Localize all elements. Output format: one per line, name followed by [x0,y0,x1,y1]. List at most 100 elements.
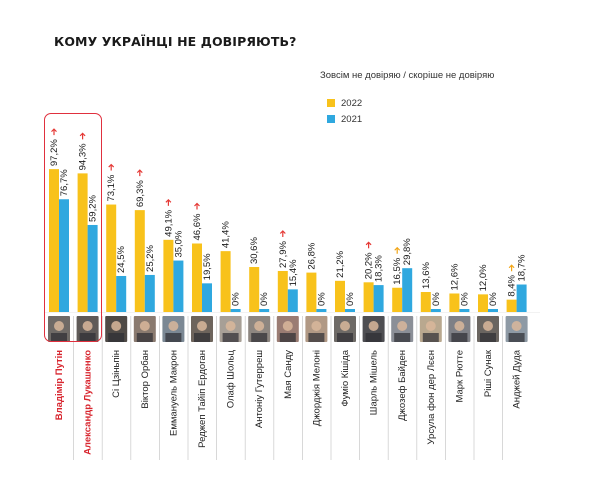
value-label-2021: 18,7% [517,254,528,281]
decrease-arrow-icon [394,246,401,251]
bar-2022 [420,292,431,312]
bar-2022 [506,299,517,312]
bar-2021 [516,284,527,312]
increase-arrow-icon [79,132,86,137]
portrait-face-icon [282,321,293,331]
bar-2022 [478,294,488,312]
portrait-body-icon [108,333,125,342]
portrait-face-icon [340,321,350,331]
value-label-2022: 13,6% [421,262,432,289]
bar-2022 [335,280,345,312]
value-label-2022: 94,3% [78,143,89,170]
portrait-face-icon [254,321,265,331]
portrait-face-icon [368,321,379,331]
bar-2022 [49,169,59,312]
page-title: КОМУ УКРАЇНЦІ НЕ ДОВІРЯЮТЬ? [54,34,297,49]
value-label-2021: 29,8% [402,238,413,265]
value-label-2022: 27,9% [278,240,289,267]
value-label-2021: 15,4% [288,259,299,286]
person-name: Мая Санду [283,350,294,399]
person-name: Фуміо Кішіда [340,349,351,406]
legend-title: Зовсім не довіряю / скоріше не довіряю [320,70,495,81]
portrait-body-icon [308,333,325,342]
portrait-body-icon [222,333,239,342]
person-name: Еммануель Макрон [168,350,179,436]
portrait-face-icon [139,321,150,331]
legend-swatch-2021 [327,115,335,123]
value-label-2021: 25,2% [145,244,156,271]
portrait-face-icon [454,321,465,331]
person-name: Шарль Мішель [369,350,380,415]
bar-2022 [249,267,260,312]
bar-2022 [192,243,202,312]
highlight-frame [44,113,102,342]
value-label-2021: 76,7% [59,169,70,196]
value-label-2021: 18,3% [374,255,385,282]
portrait-body-icon [365,333,382,342]
value-label-2022: 49,1% [163,209,174,236]
bar-2021 [202,283,212,312]
portrait-face-icon [311,321,322,331]
bar-2021 [459,309,470,312]
bar-2022 [363,282,374,312]
portrait-face-icon [483,321,493,331]
portrait-body-icon [480,333,496,342]
value-label-2021: 0% [345,292,356,306]
person-name: Владімір Путін [54,350,65,420]
value-label-2022: 26,8% [306,242,317,269]
value-label-2021: 24,5% [116,245,127,272]
portrait-face-icon [397,321,408,331]
bar-2022 [106,204,117,312]
bar-2021 [230,309,241,312]
portrait-face-icon [82,321,93,331]
value-label-2022: 20,2% [364,252,375,279]
person-name: Антоніу Гутерреш [254,350,265,428]
portrait-body-icon [508,333,525,342]
portrait-body-icon [394,333,411,342]
person-name: Марк Рютте [454,350,465,403]
bar-2022 [220,251,231,312]
increase-arrow-icon [365,241,372,246]
person-name: Олаф Шольц [226,349,237,408]
portrait-face-icon [111,321,122,331]
person-name: Джозеф Байден [397,350,408,421]
bar-2022 [392,287,403,312]
legend-label-2022: 2022 [341,98,363,109]
value-label-2021: 0% [459,292,470,306]
bar-2021 [173,260,184,312]
value-label-2021: 0% [231,292,242,306]
value-label-2021: 0% [316,292,327,306]
person-name: Реджеп Тайіп Ердоган [197,350,208,448]
portrait-body-icon [279,333,296,342]
increase-arrow-icon [194,202,200,207]
increase-arrow-icon [279,230,286,234]
portrait-body-icon [251,333,268,342]
person-name: Ріші Сунак [483,349,494,397]
person-name: Віктор Орбан [140,350,151,409]
bar-2021 [287,289,298,312]
bar-2022 [306,272,317,312]
person-name: Сі Цзіньпін [111,350,122,398]
person-name: Урсула фон дер Лєєн [426,350,437,445]
portrait-face-icon [197,321,207,331]
increase-arrow-icon [108,163,115,168]
value-label-2021: 0% [488,292,499,306]
bar-2021 [259,309,270,312]
value-label-2022: 30,6% [249,237,260,264]
bar-2021 [345,309,355,312]
bar-2021 [87,224,98,312]
value-label-2022: 46,6% [192,213,203,240]
portrait-body-icon [79,333,96,342]
increase-arrow-icon [165,198,172,203]
portrait-body-icon [194,333,210,342]
value-label-2022: 21,2% [335,250,346,277]
portrait-face-icon [511,321,522,331]
portrait-face-icon [54,321,64,331]
bar-2021 [373,285,384,312]
value-label-2021: 0% [259,292,270,306]
value-label-2022: 69,3% [135,180,146,207]
bar-2022 [277,270,288,312]
decrease-arrow-icon [508,264,515,269]
value-label-2021: 59,2% [88,194,99,221]
